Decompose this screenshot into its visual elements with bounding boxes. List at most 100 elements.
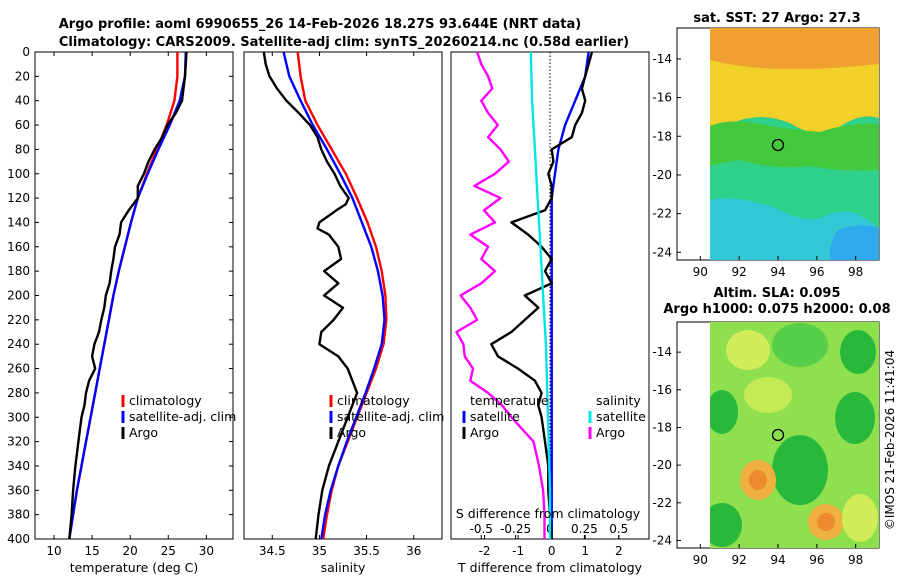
lon-tick-label: 96 bbox=[809, 265, 824, 279]
lat-tick-label: -18 bbox=[652, 420, 672, 434]
x-tick-label: -0.25 bbox=[500, 522, 531, 536]
depth-tick-label: 240 bbox=[7, 337, 30, 351]
x-tick-label: 1 bbox=[581, 544, 589, 558]
lat-tick-label: -14 bbox=[652, 52, 672, 66]
legend-label-satellite: satellite-adj. clim bbox=[337, 409, 444, 424]
legend-label-climatology: climatology bbox=[129, 393, 202, 408]
salinity-xlabel: salinity bbox=[321, 560, 366, 575]
depth-tick-label: 380 bbox=[7, 508, 30, 522]
depth-tick-label: 20 bbox=[15, 69, 30, 83]
sla-lat-tick-labels: -14 -16 -18 -20 -22 -24 bbox=[652, 345, 681, 547]
lat-tick-label: -16 bbox=[652, 383, 672, 397]
sla-map-subtitle: Argo h1000: 0.075 h2000: 0.08 bbox=[663, 302, 890, 317]
x-tick-label: 30 bbox=[199, 544, 214, 558]
series-line-t-satellite bbox=[550, 52, 590, 539]
depth-tick-label: 220 bbox=[7, 313, 30, 327]
series-line-t-argo bbox=[490, 52, 594, 539]
sla-patch bbox=[772, 435, 828, 505]
lat-tick-label: -22 bbox=[652, 496, 672, 510]
sla-patch bbox=[835, 392, 875, 444]
depth-tick-label: 40 bbox=[15, 94, 30, 108]
x-tick-label: -2 bbox=[479, 544, 491, 558]
lon-tick-label: 90 bbox=[693, 553, 708, 567]
depth-tick-label: 140 bbox=[7, 215, 30, 229]
s-difference-label: S difference from climatology bbox=[456, 506, 641, 521]
legend-label-t-argo: Argo bbox=[470, 425, 499, 440]
depth-tick-label: 0 bbox=[22, 45, 30, 59]
lon-tick-label: 92 bbox=[732, 553, 747, 567]
sla-patch bbox=[710, 503, 742, 547]
sst-yellow-band bbox=[710, 60, 879, 133]
lon-tick-label: 98 bbox=[848, 265, 863, 279]
lat-tick-label: -24 bbox=[652, 245, 672, 259]
sst-green-band bbox=[710, 121, 879, 171]
lat-tick-label: -18 bbox=[652, 129, 672, 143]
x-tick-label: 25 bbox=[161, 544, 176, 558]
sst-lon-tick-labels: 90 92 94 96 98 bbox=[693, 256, 863, 279]
lon-tick-label: 94 bbox=[770, 553, 785, 567]
lat-tick-label: -22 bbox=[652, 207, 672, 221]
series-line-argo bbox=[68, 52, 188, 539]
temperature-panel: 0204060801001201401601802002202402602803… bbox=[7, 45, 649, 575]
depth-tick-label: 320 bbox=[7, 435, 30, 449]
series-line-s-satellite bbox=[529, 52, 552, 539]
depth-tick-label: 160 bbox=[7, 240, 30, 254]
difference-series bbox=[455, 52, 594, 539]
sla-patch bbox=[710, 390, 738, 434]
sst-map-field bbox=[710, 28, 879, 260]
sla-map-title: Altim. SLA: 0.095 bbox=[714, 286, 841, 301]
sla-patch bbox=[749, 470, 767, 490]
depth-tick-label: 260 bbox=[7, 362, 30, 376]
depth-tick-label: 180 bbox=[7, 264, 30, 278]
temperature-xlabel: temperature (deg C) bbox=[70, 560, 199, 575]
legend-label-satellite: satellite-adj. clim bbox=[129, 409, 236, 424]
series-line-argo bbox=[262, 52, 359, 539]
legend-label-s-satellite: satellite bbox=[596, 409, 646, 424]
sla-map-field bbox=[710, 322, 879, 548]
legend-label-argo: Argo bbox=[337, 425, 366, 440]
salinity-legend: climatology satellite-adj. clim Argo bbox=[329, 393, 444, 440]
x-tick-label: 15 bbox=[84, 544, 99, 558]
lat-tick-label: -20 bbox=[652, 458, 672, 472]
temperature-series bbox=[68, 52, 188, 539]
legend-label-t-satellite: satellite bbox=[470, 409, 520, 424]
sst-argo-marker bbox=[771, 138, 785, 152]
sla-patch bbox=[817, 513, 835, 531]
x-tick-label: 10 bbox=[46, 544, 61, 558]
sla-patch bbox=[772, 323, 828, 367]
x-tick-label: 0.5 bbox=[609, 522, 628, 536]
lon-tick-label: 96 bbox=[809, 553, 824, 567]
x-tick-label: 35 bbox=[312, 544, 327, 558]
salinity-panel: 34.5 35 35.5 36 salinity climatology satell… bbox=[243, 51, 444, 575]
series-line-satellite-adj-clim bbox=[68, 52, 187, 539]
sla-patch bbox=[840, 330, 876, 374]
salinity-axes-box bbox=[243, 51, 443, 540]
sla-patch bbox=[744, 377, 792, 413]
lat-tick-label: -20 bbox=[652, 168, 672, 182]
salinity-series bbox=[262, 52, 388, 539]
legend-title-salinity: salinity bbox=[596, 393, 641, 408]
lat-tick-label: -14 bbox=[652, 345, 672, 359]
x-tick-label: 2 bbox=[615, 544, 623, 558]
x-tick-label: 20 bbox=[123, 544, 138, 558]
difference-legend: temperature salinity satellite Argo sate… bbox=[462, 393, 646, 440]
legend-label-climatology: climatology bbox=[337, 393, 410, 408]
x-tick-label: -0.5 bbox=[470, 522, 493, 536]
sla-lon-tick-labels: 90 92 94 96 98 bbox=[693, 544, 863, 567]
sst-map-title: sat. SST: 27 Argo: 27.3 bbox=[693, 11, 860, 26]
temperature-tick-labels: 10 15 20 25 30 bbox=[46, 52, 214, 558]
depth-tick-label: 280 bbox=[7, 386, 30, 400]
sst-lat-tick-labels: -14 -16 -18 -20 -22 -24 bbox=[652, 52, 681, 259]
temperature-legend: climatology satellite-adj. clim Argo bbox=[121, 393, 236, 440]
lon-tick-label: 92 bbox=[732, 265, 747, 279]
sst-map-panel: sat. SST: 27 Argo: 27.3 90 92 94 96 98 -14-1… bbox=[652, 11, 880, 279]
salinity-tick-labels: 34.5 35 35.5 36 bbox=[259, 52, 421, 558]
sla-map-panel: Altim. SLA: 0.095 Argo h1000: 0.075 h200… bbox=[652, 286, 890, 567]
t-difference-xlabel: T difference from climatology bbox=[457, 560, 643, 575]
depth-tick-label: 200 bbox=[7, 289, 30, 303]
depth-tick-label: 400 bbox=[7, 532, 30, 546]
x-tick-label: 35.5 bbox=[353, 544, 380, 558]
series-line-s-argo bbox=[455, 52, 546, 539]
depth-tick-label: 80 bbox=[15, 142, 30, 156]
